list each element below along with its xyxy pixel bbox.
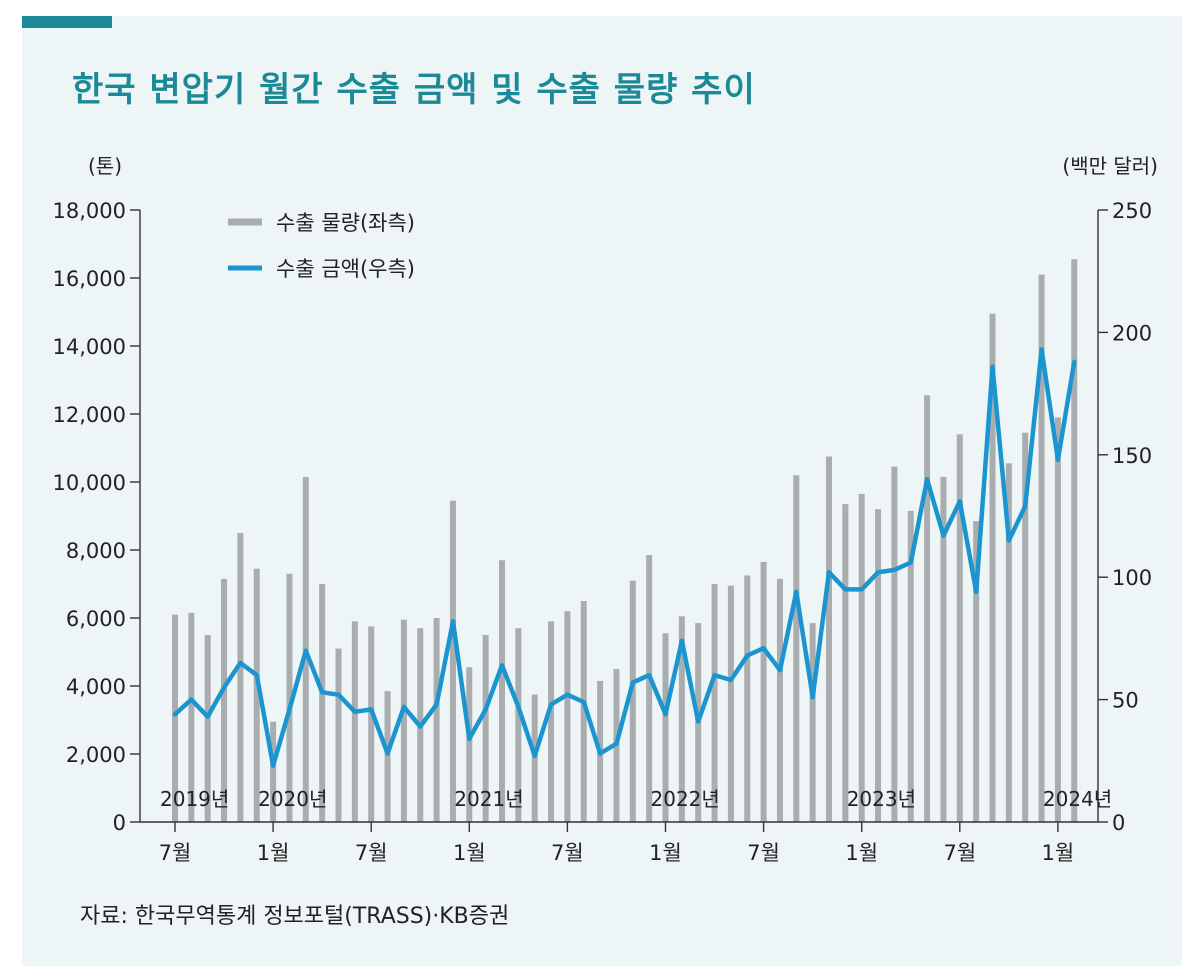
left-tick-label: 0	[113, 811, 126, 835]
volume-bar	[253, 568, 260, 822]
right-tick-label: 200	[1112, 321, 1152, 345]
volume-bar	[989, 313, 996, 822]
volume-bar	[1005, 463, 1012, 822]
volume-bar	[580, 601, 587, 822]
volume-bar	[449, 500, 456, 822]
volume-bar	[776, 578, 783, 822]
volume-bar	[466, 667, 473, 822]
volume-bar	[286, 573, 293, 822]
left-tick-label: 16,000	[53, 267, 126, 291]
chart-title: 한국 변압기 월간 수출 금액 및 수출 물량 추이	[72, 70, 756, 110]
volume-bar	[842, 504, 849, 822]
volume-bar	[973, 521, 980, 822]
left-axis: 0 2,000 4,000 6,000 8,000 10,000 12,000 14,000 1…	[53, 199, 141, 835]
volume-bar	[433, 618, 440, 822]
volume-bar	[891, 466, 898, 822]
volume-bar	[760, 561, 767, 822]
x-tick-label: 1월	[453, 841, 486, 865]
volume-bar	[940, 476, 947, 822]
x-tick-label: 7월	[355, 841, 388, 865]
volume-bar	[744, 575, 751, 822]
left-tick-label: 6,000	[66, 607, 126, 631]
volume-bar	[515, 628, 522, 822]
left-tick-label: 2,000	[66, 743, 126, 767]
volume-bar	[319, 584, 326, 822]
title-accent-bar	[22, 16, 112, 28]
year-label: 2022년	[651, 787, 720, 811]
volume-bar	[826, 456, 832, 822]
volume-bar	[204, 635, 211, 822]
volume-bar	[1038, 274, 1045, 823]
volume-bar	[678, 616, 685, 822]
volume-bar	[727, 585, 734, 822]
volume-bar	[482, 635, 489, 822]
volume-bar	[400, 619, 407, 822]
legend: 수출 물량(좌측) 수출 금액(우측)	[228, 211, 415, 281]
volume-bar	[646, 555, 653, 822]
year-label: 2021년	[454, 787, 523, 811]
right-axis-unit: (백만 달러)	[1062, 154, 1158, 178]
year-label: 2024년	[1043, 787, 1112, 811]
source-note: 자료: 한국무역통계 정보포털(TRASS)·KB증권	[80, 904, 510, 929]
year-label: 2020년	[258, 787, 327, 811]
left-tick-label: 14,000	[53, 335, 126, 359]
right-axis: 0 50 100 150 200 250	[1097, 199, 1152, 835]
x-tick-label: 1월	[1042, 841, 1075, 865]
volume-bar	[270, 721, 277, 822]
volume-bar	[172, 614, 178, 822]
left-tick-label: 8,000	[66, 539, 126, 563]
volume-bar	[1054, 417, 1061, 822]
x-tick-label: 1월	[649, 841, 682, 865]
right-tick-label: 0	[1112, 811, 1125, 835]
volume-bar	[1071, 259, 1078, 822]
volume-bar	[499, 560, 505, 822]
right-tick-label: 100	[1112, 566, 1152, 590]
x-tick-label: 7월	[747, 841, 780, 865]
right-tick-label: 250	[1112, 199, 1152, 223]
volume-bar	[875, 509, 882, 822]
year-label: 2023년	[847, 787, 916, 811]
volume-bar	[711, 584, 718, 822]
volume-bar	[548, 621, 555, 822]
left-tick-label: 12,000	[53, 403, 126, 427]
left-tick-label: 18,000	[53, 199, 126, 223]
volume-bar	[221, 578, 228, 822]
x-tick-label: 1월	[257, 841, 290, 865]
volume-bar	[924, 395, 931, 822]
bar-series	[172, 259, 1078, 823]
value-line	[172, 347, 1077, 768]
volume-bar	[384, 691, 391, 822]
legend-line-label: 수출 금액(우측)	[276, 257, 415, 281]
volume-bar	[368, 626, 375, 822]
right-tick-label: 50	[1112, 689, 1139, 713]
volume-bar	[237, 533, 244, 822]
volume-bar	[1022, 432, 1029, 822]
volume-bar	[858, 493, 865, 822]
left-tick-label: 10,000	[53, 471, 126, 495]
volume-bar	[793, 475, 800, 822]
volume-bar	[351, 621, 358, 822]
left-tick-label: 4,000	[66, 675, 126, 699]
volume-bar	[809, 623, 816, 822]
left-axis-unit: (톤)	[88, 154, 123, 178]
volume-bar	[188, 612, 195, 822]
volume-bar	[662, 633, 669, 822]
x-tick-label: 1월	[845, 841, 878, 865]
x-tick-label: 7월	[551, 841, 584, 865]
x-tick-label: 7월	[159, 841, 192, 865]
volume-bar	[531, 694, 538, 822]
line-series	[172, 347, 1077, 768]
volume-bar	[956, 434, 963, 822]
right-tick-label: 150	[1112, 444, 1152, 468]
volume-bar	[629, 580, 636, 822]
x-axis: 7월 1월 7월 1월 7월 1월 7월 1월 7월 1월 2019년 2020년 2021년 2022년…	[140, 787, 1112, 865]
volume-bar	[564, 611, 571, 822]
year-label: 2019년	[160, 787, 229, 811]
volume-bar	[907, 510, 914, 822]
volume-bar	[335, 648, 342, 822]
x-tick-label: 7월	[943, 841, 976, 865]
legend-bar-label: 수출 물량(좌측)	[276, 211, 415, 235]
